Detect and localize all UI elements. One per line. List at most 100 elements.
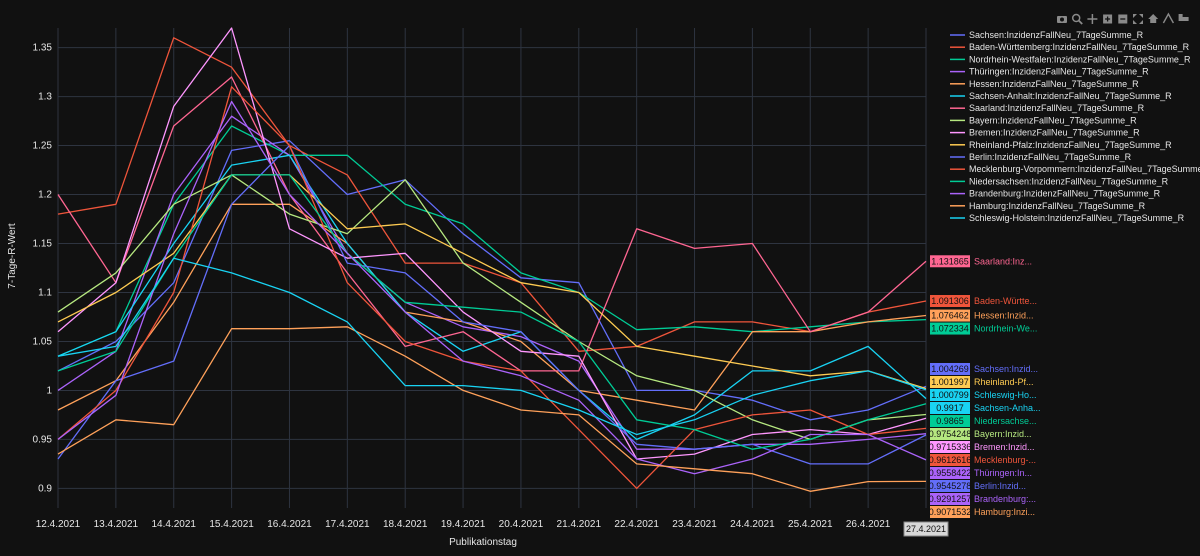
- hover-value-box: [930, 493, 970, 505]
- hover-value-box: [930, 415, 970, 427]
- series-line[interactable]: [57, 140, 927, 421]
- series-line[interactable]: [57, 37, 927, 352]
- series-line[interactable]: [57, 76, 927, 372]
- legend-label: Rheinland-Pfalz:InzidenzFallNeu_7TageSum…: [969, 140, 1172, 150]
- hover-label: 1.004269 Sachsen:Inzid...: [930, 363, 1038, 375]
- legend-item[interactable]: Saarland:InzidenzFallNeu_7TageSumme_R: [950, 103, 1145, 113]
- legend-item[interactable]: Schleswig-Holstein:InzidenzFallNeu_7Tage…: [950, 213, 1185, 223]
- x-tick-label: 15.4.2021: [209, 519, 254, 530]
- pan-icon[interactable]: [1087, 14, 1098, 24]
- y-tick-label: 0.9: [38, 483, 52, 494]
- y-tick-label: 1.2: [38, 190, 52, 201]
- hover-series-name: Niedersachse...: [974, 416, 1037, 426]
- legend-label: Sachsen-Anhalt:InzidenzFallNeu_7TageSumm…: [969, 91, 1172, 101]
- series-line[interactable]: [57, 203, 927, 411]
- modebar[interactable]: [1057, 12, 1189, 25]
- series-line[interactable]: [57, 100, 927, 475]
- hover-value: 1.000799: [931, 390, 969, 400]
- hover-value: 1.091306: [931, 296, 969, 306]
- legend-item[interactable]: Sachsen-Anhalt:InzidenzFallNeu_7TageSumm…: [950, 91, 1172, 101]
- y-tick-label: 1.35: [33, 43, 53, 54]
- legend-label: Thüringen:InzidenzFallNeu_7TageSumme_R: [969, 67, 1149, 77]
- series-line[interactable]: [57, 144, 927, 465]
- legend-label: Baden-Württemberg:InzidenzFallNeu_7TageS…: [969, 42, 1190, 52]
- hover-label: 1.076462 Hessen:Inzid...: [930, 309, 1034, 322]
- zoom-in-icon[interactable]: [1103, 14, 1113, 24]
- legend-label: Nordrhein-Westfalen:InzidenzFallNeu_7Tag…: [969, 54, 1191, 64]
- y-tick-label: 1.3: [38, 92, 52, 103]
- legend-item[interactable]: Brandenburg:InzidenzFallNeu_7TageSumme_R: [950, 189, 1161, 199]
- legend-label: Niedersachsen:InzidenzFallNeu_7TageSumme…: [969, 176, 1169, 186]
- hover-label: 0.9612616 Mecklenburg-...: [929, 454, 1036, 466]
- legend-item[interactable]: Sachsen:InzidenzFallNeu_7TageSumme_R: [950, 30, 1144, 40]
- hover-series-name: Mecklenburg-...: [974, 455, 1036, 465]
- hover-label: 0.9545278 Berlin:Inzid...: [929, 480, 1026, 492]
- legend-item[interactable]: Bayern:InzidenzFallNeu_7TageSumme_R: [950, 115, 1137, 125]
- hover-label: 0.9754248 Bayern:Inzid...: [929, 428, 1032, 440]
- spike-icon[interactable]: [1162, 12, 1175, 24]
- x-tick-label: 20.4.2021: [499, 519, 544, 530]
- hover-value: 0.9754248: [929, 429, 972, 439]
- zoom-out-icon[interactable]: [1118, 14, 1128, 24]
- hover-series-name: Hessen:Inzid...: [974, 311, 1034, 321]
- x-tick-label: 17.4.2021: [325, 519, 370, 530]
- legend-item[interactable]: Baden-Württemberg:InzidenzFallNeu_7TageS…: [950, 42, 1190, 52]
- legend-item[interactable]: Rheinland-Pfalz:InzidenzFallNeu_7TageSum…: [950, 140, 1172, 150]
- legend-item[interactable]: Mecklenburg-Vorpommern:InzidenzFallNeu_7…: [950, 164, 1200, 174]
- legend-item[interactable]: Berlin:InzidenzFallNeu_7TageSumme_R: [950, 152, 1132, 162]
- hover-series-name: Bremen:Inzid...: [974, 442, 1035, 452]
- series-line[interactable]: [57, 257, 927, 436]
- y-tick-label: 1.25: [33, 141, 53, 152]
- zoom-icon[interactable]: [1071, 13, 1083, 25]
- hover-value: 1.072334: [931, 324, 969, 334]
- legend-item[interactable]: Hamburg:InzidenzFallNeu_7TageSumme_R: [950, 201, 1146, 211]
- legend-label: Berlin:InzidenzFallNeu_7TageSumme_R: [969, 152, 1132, 162]
- hover-value: 0.9291257: [929, 494, 972, 504]
- hover-label: 0.9291257 Brandenburg:...: [929, 493, 1036, 505]
- series-line[interactable]: [57, 174, 927, 450]
- hover-label: 0.9715336 Bremen:Inzid...: [929, 441, 1035, 453]
- x-tick-label: 22.4.2021: [614, 519, 659, 530]
- legend[interactable]: Sachsen:InzidenzFallNeu_7TageSumme_R Bade…: [950, 30, 1200, 223]
- legend-item[interactable]: Hessen:InzidenzFallNeu_7TageSumme_R: [950, 79, 1139, 89]
- home-icon[interactable]: [1148, 14, 1159, 23]
- x-axis-ticks: 12.4.2021 13.4.2021 14.4.2021 15.4.2021 16.4…: [36, 519, 891, 530]
- hover-series-name: Thüringen:In...: [974, 468, 1032, 478]
- series-line[interactable]: [57, 27, 927, 460]
- series-line[interactable]: [57, 154, 927, 441]
- hover-value-box: [930, 322, 970, 335]
- compare-icon[interactable]: [1178, 14, 1189, 21]
- legend-label: Hamburg:InzidenzFallNeu_7TageSumme_R: [969, 201, 1146, 211]
- hover-series-name: Nordrhein-We...: [974, 324, 1037, 334]
- series-line[interactable]: [57, 326, 927, 492]
- hover-x-label: 27.4.2021: [903, 521, 949, 537]
- series-line[interactable]: [57, 174, 927, 390]
- series-line[interactable]: [57, 86, 927, 490]
- legend-item[interactable]: Thüringen:InzidenzFallNeu_7TageSumme_R: [950, 67, 1149, 77]
- legend-item[interactable]: Bremen:InzidenzFallNeu_7TageSumme_R: [950, 128, 1140, 138]
- hover-value: 0.9071532: [929, 507, 972, 517]
- x-tick-label: 12.4.2021: [36, 519, 81, 530]
- legend-item[interactable]: Nordrhein-Westfalen:InzidenzFallNeu_7Tag…: [950, 54, 1191, 64]
- hover-value: 0.9612616: [929, 455, 972, 465]
- hover-value: 1.001997: [931, 377, 969, 387]
- svg-text:27.4.2021: 27.4.2021: [906, 524, 946, 534]
- hover-series-name: Schleswig-Ho...: [974, 390, 1037, 400]
- series-line[interactable]: [57, 125, 927, 357]
- hover-label: 0.9071532 Hamburg:Inzi...: [929, 506, 1035, 518]
- hover-value: 0.9865: [936, 416, 964, 426]
- hover-value-box: [930, 389, 970, 401]
- camera-icon[interactable]: [1057, 16, 1067, 23]
- hover-value-box: [930, 255, 970, 268]
- hover-label: 1.072334 Nordrhein-We...: [930, 322, 1037, 335]
- hover-value-box: [930, 480, 970, 492]
- hover-series-name: Sachsen-Anha...: [974, 403, 1041, 413]
- hover-series-name: Sachsen:Inzid...: [974, 364, 1038, 374]
- x-tick-label: 23.4.2021: [672, 519, 717, 530]
- autoscale-icon[interactable]: [1133, 14, 1143, 24]
- legend-item[interactable]: Niedersachsen:InzidenzFallNeu_7TageSumme…: [950, 176, 1169, 186]
- series-lines[interactable]: [57, 27, 927, 492]
- hover-series-name: Bayern:Inzid...: [974, 429, 1032, 439]
- hover-value-box: [930, 454, 970, 466]
